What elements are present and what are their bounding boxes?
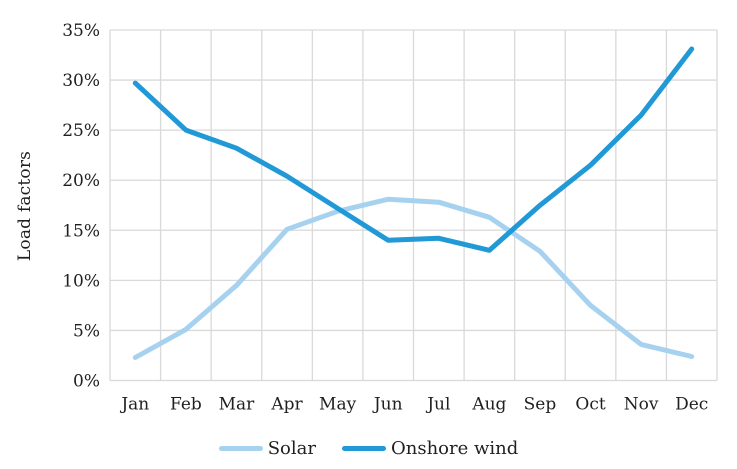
x-tick-label: Aug bbox=[471, 395, 506, 415]
x-tick-label: Feb bbox=[170, 395, 202, 415]
x-tick-label: May bbox=[319, 395, 357, 415]
y-tick-label: 30% bbox=[62, 71, 100, 91]
x-tick-label: Nov bbox=[624, 395, 659, 415]
y-axis-title: Load factors bbox=[15, 150, 35, 262]
onshore-wind-line-swatch bbox=[341, 446, 386, 451]
legend-label-onshore-wind: Onshore wind bbox=[390, 438, 519, 459]
x-tick-label: Apr bbox=[270, 395, 303, 415]
y-tick-label: 5% bbox=[73, 321, 100, 341]
y-tick-label: 35% bbox=[62, 21, 100, 41]
x-tick-label: Jul bbox=[425, 395, 450, 415]
x-tick-label: Dec bbox=[675, 395, 708, 415]
x-tick-label: Sep bbox=[524, 395, 557, 415]
y-tick-label: 15% bbox=[62, 221, 100, 241]
x-tick-label: Jun bbox=[372, 395, 403, 415]
x-tick-label: Mar bbox=[219, 395, 256, 415]
chart-legend: Solar Onshore wind bbox=[0, 438, 737, 459]
x-tick-label: Oct bbox=[575, 395, 605, 415]
y-tick-label: 20% bbox=[62, 171, 100, 191]
series-line-onshore-wind bbox=[132, 46, 695, 253]
legend-item-onshore-wind: Onshore wind bbox=[341, 438, 519, 459]
legend-item-solar: Solar bbox=[218, 438, 316, 459]
series-line-solar bbox=[132, 196, 695, 360]
y-tick-label: 0% bbox=[73, 372, 100, 392]
solar-line-swatch bbox=[218, 446, 263, 451]
y-tick-label: 25% bbox=[62, 121, 100, 141]
x-tick-label: Jan bbox=[119, 395, 149, 415]
y-tick-label: 10% bbox=[62, 271, 100, 291]
legend-label-solar: Solar bbox=[267, 438, 316, 459]
